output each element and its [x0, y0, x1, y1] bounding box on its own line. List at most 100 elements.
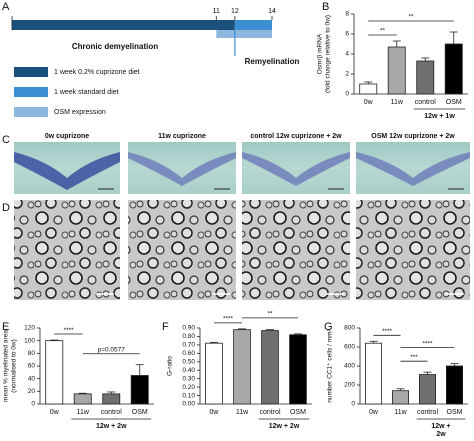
bar [359, 83, 378, 95]
timeline-tick-label: 14 [268, 8, 276, 15]
significance-label: ** [380, 28, 386, 35]
em-image [242, 200, 350, 300]
image-title: 11w cuprizone [158, 133, 206, 140]
legend-label: 1 week standard diet [54, 89, 119, 96]
y-axis-label: number CC1⁺ cells / mm² [327, 328, 334, 402]
bar [233, 329, 251, 405]
significance-label: **** [63, 327, 74, 334]
em-image [128, 200, 236, 300]
significance-label: p=0.0577 [98, 346, 126, 353]
bar [205, 342, 223, 405]
y-tick-label: 0.90 [182, 325, 195, 332]
bar [102, 393, 121, 405]
y-tick-label: 800 [344, 325, 355, 332]
y-tick-label: 600 [344, 344, 355, 351]
y-tick-label: 4 [345, 51, 349, 58]
y-axis-label: (fold change relative to 0w) [325, 15, 332, 93]
x-tick-label: 0w [50, 409, 60, 416]
timeline-tick-label: 11 [213, 8, 220, 15]
y-tick-label: 2 [345, 71, 349, 78]
x-tick-label: OSM [132, 409, 148, 416]
y-tick-label: 0.20 [182, 384, 195, 391]
corpus-callosum [14, 152, 120, 190]
legend-swatch [14, 107, 48, 117]
group-label: 12w + 2w [269, 423, 300, 430]
legend-swatch [14, 67, 48, 77]
corpus-callosum [356, 152, 470, 186]
y-tick-label: 8 [345, 11, 349, 18]
panel-label: B [322, 1, 329, 13]
y-tick-label: 0.40 [182, 367, 195, 374]
x-tick-label: OSM [446, 99, 462, 106]
significance-label: **** [382, 328, 393, 335]
image-title: 0w cuprizone [45, 133, 89, 140]
legend-label: OSM expression [54, 109, 106, 116]
x-tick-label: 11w [391, 99, 404, 106]
significance-label: ** [408, 14, 414, 21]
bar [387, 46, 406, 95]
y-tick-label: 6 [345, 31, 349, 38]
x-tick-label: OSM [447, 409, 463, 416]
bar [445, 365, 463, 405]
x-tick-label: control [101, 409, 122, 416]
x-tick-label: 0w [364, 99, 374, 106]
bar [418, 374, 436, 405]
y-tick-label: 40 [28, 375, 36, 382]
timeline-tick-label: 12 [231, 8, 239, 15]
y-tick-label: 0 [31, 401, 35, 408]
y-tick-label: 0.80 [182, 333, 195, 340]
significance-label: **** [223, 316, 234, 323]
bar [261, 330, 279, 405]
panel-label: D [2, 202, 10, 214]
panel-label: A [2, 1, 10, 13]
panel-label: G [324, 321, 333, 333]
phase-label: Chronic demyelination [72, 42, 158, 51]
panel-label: F [162, 321, 169, 333]
phase-label: Remyelination [245, 57, 300, 66]
bar [45, 340, 64, 405]
y-tick-label: 0.10 [182, 392, 195, 399]
x-tick-label: control [415, 99, 436, 106]
group-label: 12w + 2w [96, 423, 127, 430]
x-tick-label: 11w [394, 409, 407, 416]
timeline-segment [12, 20, 235, 30]
y-tick-label: 60 [28, 363, 36, 370]
bar [130, 375, 149, 405]
bar [73, 393, 92, 405]
em-image [14, 200, 120, 300]
corpus-callosum [128, 152, 236, 186]
x-tick-label: OSM [290, 409, 306, 416]
image-title: OSM 12w cuprizone + 2w [371, 133, 455, 140]
significance-label: ** [267, 311, 273, 318]
y-axis-label: Osmrβ mRNA [317, 33, 324, 74]
timeline-segment [216, 30, 272, 38]
y-tick-label: 120 [24, 325, 35, 332]
histology-image [242, 142, 350, 194]
x-tick-label: control [259, 409, 280, 416]
significance-label: *** [410, 354, 418, 361]
y-axis-label: G-ratio [167, 356, 174, 376]
y-tick-label: 0.70 [182, 342, 195, 349]
y-tick-label: 100 [24, 337, 35, 344]
group-label: 2w [436, 431, 446, 438]
y-tick-label: 400 [344, 363, 355, 370]
y-axis-label: (normalised to 0w) [11, 339, 18, 392]
timeline-segment [234, 20, 272, 30]
x-tick-label: 0w [369, 409, 379, 416]
x-tick-label: 11w [236, 409, 249, 416]
bar [416, 60, 435, 95]
histology-image [128, 142, 236, 194]
bar [391, 390, 409, 405]
legend-label: 1 week 0.2% cuprizone diet [54, 69, 140, 76]
histology-image [356, 142, 470, 194]
y-tick-label: 0.50 [182, 358, 195, 365]
panel-label: E [2, 321, 9, 333]
image-title: control 12w cuprizone + 2w [250, 133, 342, 140]
corpus-callosum [242, 152, 350, 186]
y-tick-label: 20 [28, 388, 36, 395]
y-tick-label: 0.60 [182, 350, 195, 357]
significance-label: **** [422, 340, 433, 347]
y-tick-label: 200 [344, 382, 355, 389]
y-tick-label: 80 [28, 350, 36, 357]
